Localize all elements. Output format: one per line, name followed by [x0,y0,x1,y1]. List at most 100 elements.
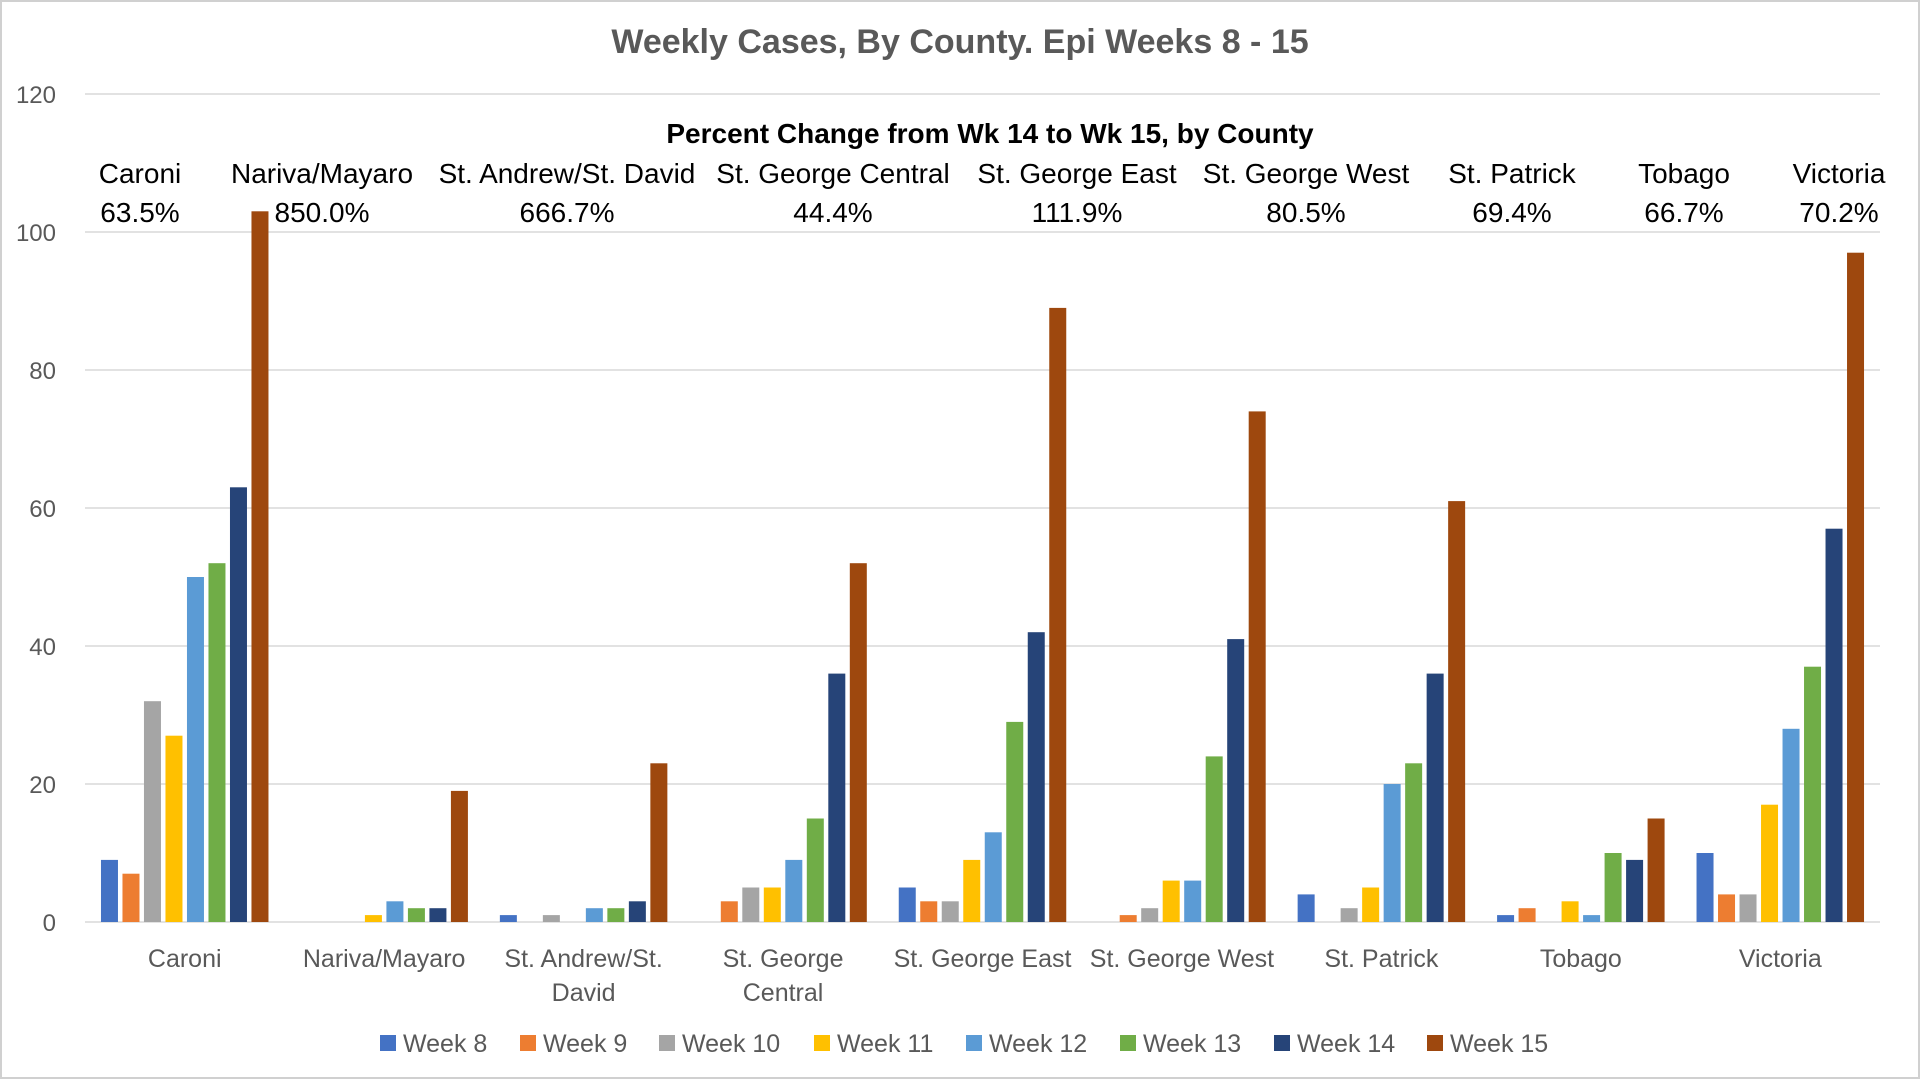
y-tick-label: 20 [29,772,56,799]
bar [1162,880,1180,922]
legend-swatch [380,1035,396,1051]
bar [941,901,959,922]
bar [1340,908,1358,922]
bar [1049,307,1067,922]
bar [785,859,803,922]
bar [1739,894,1757,922]
bar [1297,894,1315,922]
bar [1647,818,1665,922]
percent-change-county: St. George West [1203,158,1410,189]
bar [1448,501,1466,922]
percent-change-value: 66.7% [1644,197,1723,228]
y-tick-label: 120 [16,82,56,109]
percent-change-value: 80.5% [1266,197,1345,228]
annotation-title: Percent Change from Wk 14 to Wk 15, by C… [666,118,1314,149]
bar [1626,859,1644,922]
legend-label: Week 10 [682,1030,780,1058]
bar [1761,804,1779,922]
bar [1227,639,1245,922]
bar [763,887,781,922]
bar [963,859,981,922]
x-tick-label: St. George West [1090,945,1274,973]
bar [1362,887,1380,922]
bar [1696,853,1714,922]
bar [386,901,404,922]
bar [1027,632,1045,922]
bar [1205,756,1223,922]
percent-change-county: Victoria [1793,158,1886,189]
bar [499,915,517,922]
legend: Week 8 Week 9 Week 10 Week 11 Week 12 Week 13… [380,1030,1548,1058]
x-tick-label: Victoria [1739,945,1822,973]
bar [1405,763,1423,922]
y-axis-ticks: 0 20 40 60 80 100 120 [16,82,56,937]
bar [542,915,560,922]
percent-change-value: 69.4% [1472,197,1551,228]
y-tick-label: 60 [29,496,56,523]
x-tick-label: St. Andrew/St. [504,945,662,973]
bar [1006,721,1024,922]
bar [585,908,603,922]
bar [1604,853,1622,922]
bar [1804,666,1822,922]
x-axis-labels: Caroni Nariva/Mayaro St. Andrew/St. David St… [148,945,1822,1007]
percent-change-county: St. Patrick [1448,158,1577,189]
x-tick-label: St. George [723,945,844,973]
bar [607,908,625,922]
x-tick-label: Tobago [1540,945,1622,973]
bar [742,887,760,922]
bar [1718,894,1736,922]
percent-change-value: 70.2% [1799,197,1878,228]
bar [1561,901,1579,922]
x-tick-label: David [552,979,616,1007]
legend-swatch [1274,1035,1290,1051]
bar [1184,880,1202,922]
legend-label: Week 9 [543,1030,627,1058]
percent-change-value: 44.4% [793,197,872,228]
bar [650,763,668,922]
bar [1847,252,1865,922]
legend-label: Week 12 [989,1030,1087,1058]
bar [429,908,447,922]
x-tick-label: Central [743,979,824,1007]
bar [628,901,646,922]
percent-change-value: 63.5% [100,197,179,228]
legend-label: Week 15 [1450,1030,1548,1058]
bar [1497,915,1515,922]
percent-change-county: St. Andrew/St. David [439,158,696,189]
legend-label: Week 14 [1297,1030,1395,1058]
y-tick-label: 40 [29,634,56,661]
x-tick-label: St. George East [894,945,1072,973]
percent-change-annotations: Caroni 63.5% Nariva/Mayaro 850.0% St. Andrew… [99,158,1886,228]
bar [450,790,468,922]
percent-change-value: 850.0% [275,197,370,228]
percent-change-county: St. George East [977,158,1176,189]
bar [1782,728,1800,922]
x-tick-label: Caroni [148,945,222,973]
legend-swatch [520,1035,536,1051]
percent-change-value: 111.9% [1032,197,1123,228]
bar [143,701,161,922]
legend-swatch [659,1035,675,1051]
bar [122,873,140,922]
bar [165,735,183,922]
bar [364,915,382,922]
percent-change-county: Caroni [99,158,181,189]
y-tick-label: 0 [43,910,56,937]
legend-label: Week 13 [1143,1030,1241,1058]
bar [1825,528,1843,922]
y-tick-label: 100 [16,220,56,247]
bar [229,487,247,922]
bar [849,563,867,922]
gridlines [85,93,1880,923]
x-tick-label: Nariva/Mayaro [303,945,466,973]
bar [806,818,824,922]
bar [1426,673,1444,922]
bar [1383,784,1401,922]
bar [920,901,938,922]
bars [100,211,1865,923]
bar [100,859,118,922]
bar [1518,908,1536,922]
